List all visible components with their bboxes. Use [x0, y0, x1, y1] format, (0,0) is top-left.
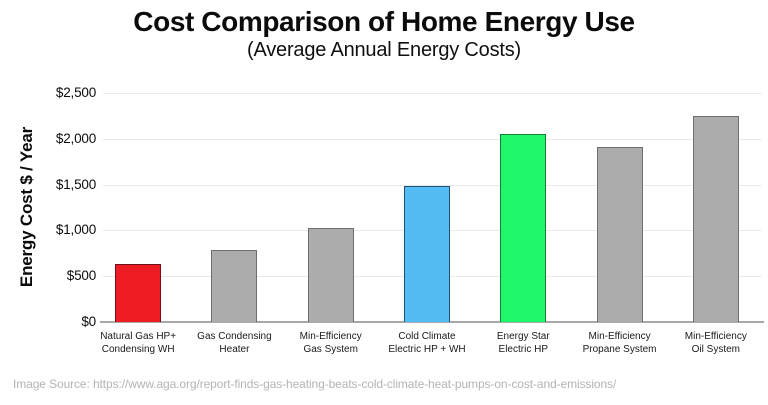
bar-column: Min-Efficiency Gas System — [283, 93, 379, 355]
bar-column: Min-Efficiency Propane System — [571, 93, 667, 355]
bar-column: Energy Star Electric HP — [475, 93, 571, 355]
x-category-label: Cold Climate Electric HP + WH — [388, 331, 466, 355]
y-tick-label: $500 — [66, 268, 96, 284]
x-axis-line — [100, 321, 764, 323]
bar — [596, 147, 643, 322]
y-tick-label: $1,000 — [55, 222, 96, 238]
gridline — [103, 93, 762, 94]
y-tick-label: $2,500 — [55, 85, 96, 100]
x-category-label: Natural Gas HP+ Condensing WH — [100, 331, 177, 355]
image-source-note: Image Source: https://www.aga.org/report… — [13, 377, 617, 391]
bar-column: Cold Climate Electric HP + WH — [379, 93, 475, 355]
y-tick-label: $1,500 — [55, 176, 96, 192]
gridline — [103, 138, 762, 140]
bar — [307, 227, 354, 322]
gridline — [103, 184, 762, 186]
x-category-label: Min-Efficiency Propane System — [582, 331, 657, 355]
bar-column: Gas Condensing Heater — [186, 93, 282, 355]
bar — [403, 185, 450, 322]
bar-column: Natural Gas HP+ Condensing WH — [90, 93, 186, 355]
bar — [500, 134, 547, 322]
y-tick-label: $2,000 — [55, 130, 96, 146]
x-category-label: Gas Condensing Heater — [197, 331, 272, 355]
y-axis-tick-labels: $2,500 $2,000 $1,500 $1,000 $500 $0 — [0, 86, 96, 329]
y-tick-label: $0 — [81, 314, 96, 329]
bar — [115, 263, 162, 322]
bar — [211, 249, 258, 322]
bar-column: Min-Efficiency Oil System — [668, 93, 764, 355]
chart-subtitle: (Average Annual Energy Costs) — [247, 39, 521, 61]
x-category-label: Energy Star Electric HP — [496, 331, 550, 355]
bar-columns: Natural Gas HP+ Condensing WH Gas Condens… — [90, 93, 764, 355]
bar — [692, 115, 739, 322]
x-category-label: Min-Efficiency Oil System — [684, 331, 747, 355]
chart-title: Cost Comparison of Home Energy Use — [133, 6, 635, 37]
x-category-label: Min-Efficiency Gas System — [299, 331, 362, 355]
